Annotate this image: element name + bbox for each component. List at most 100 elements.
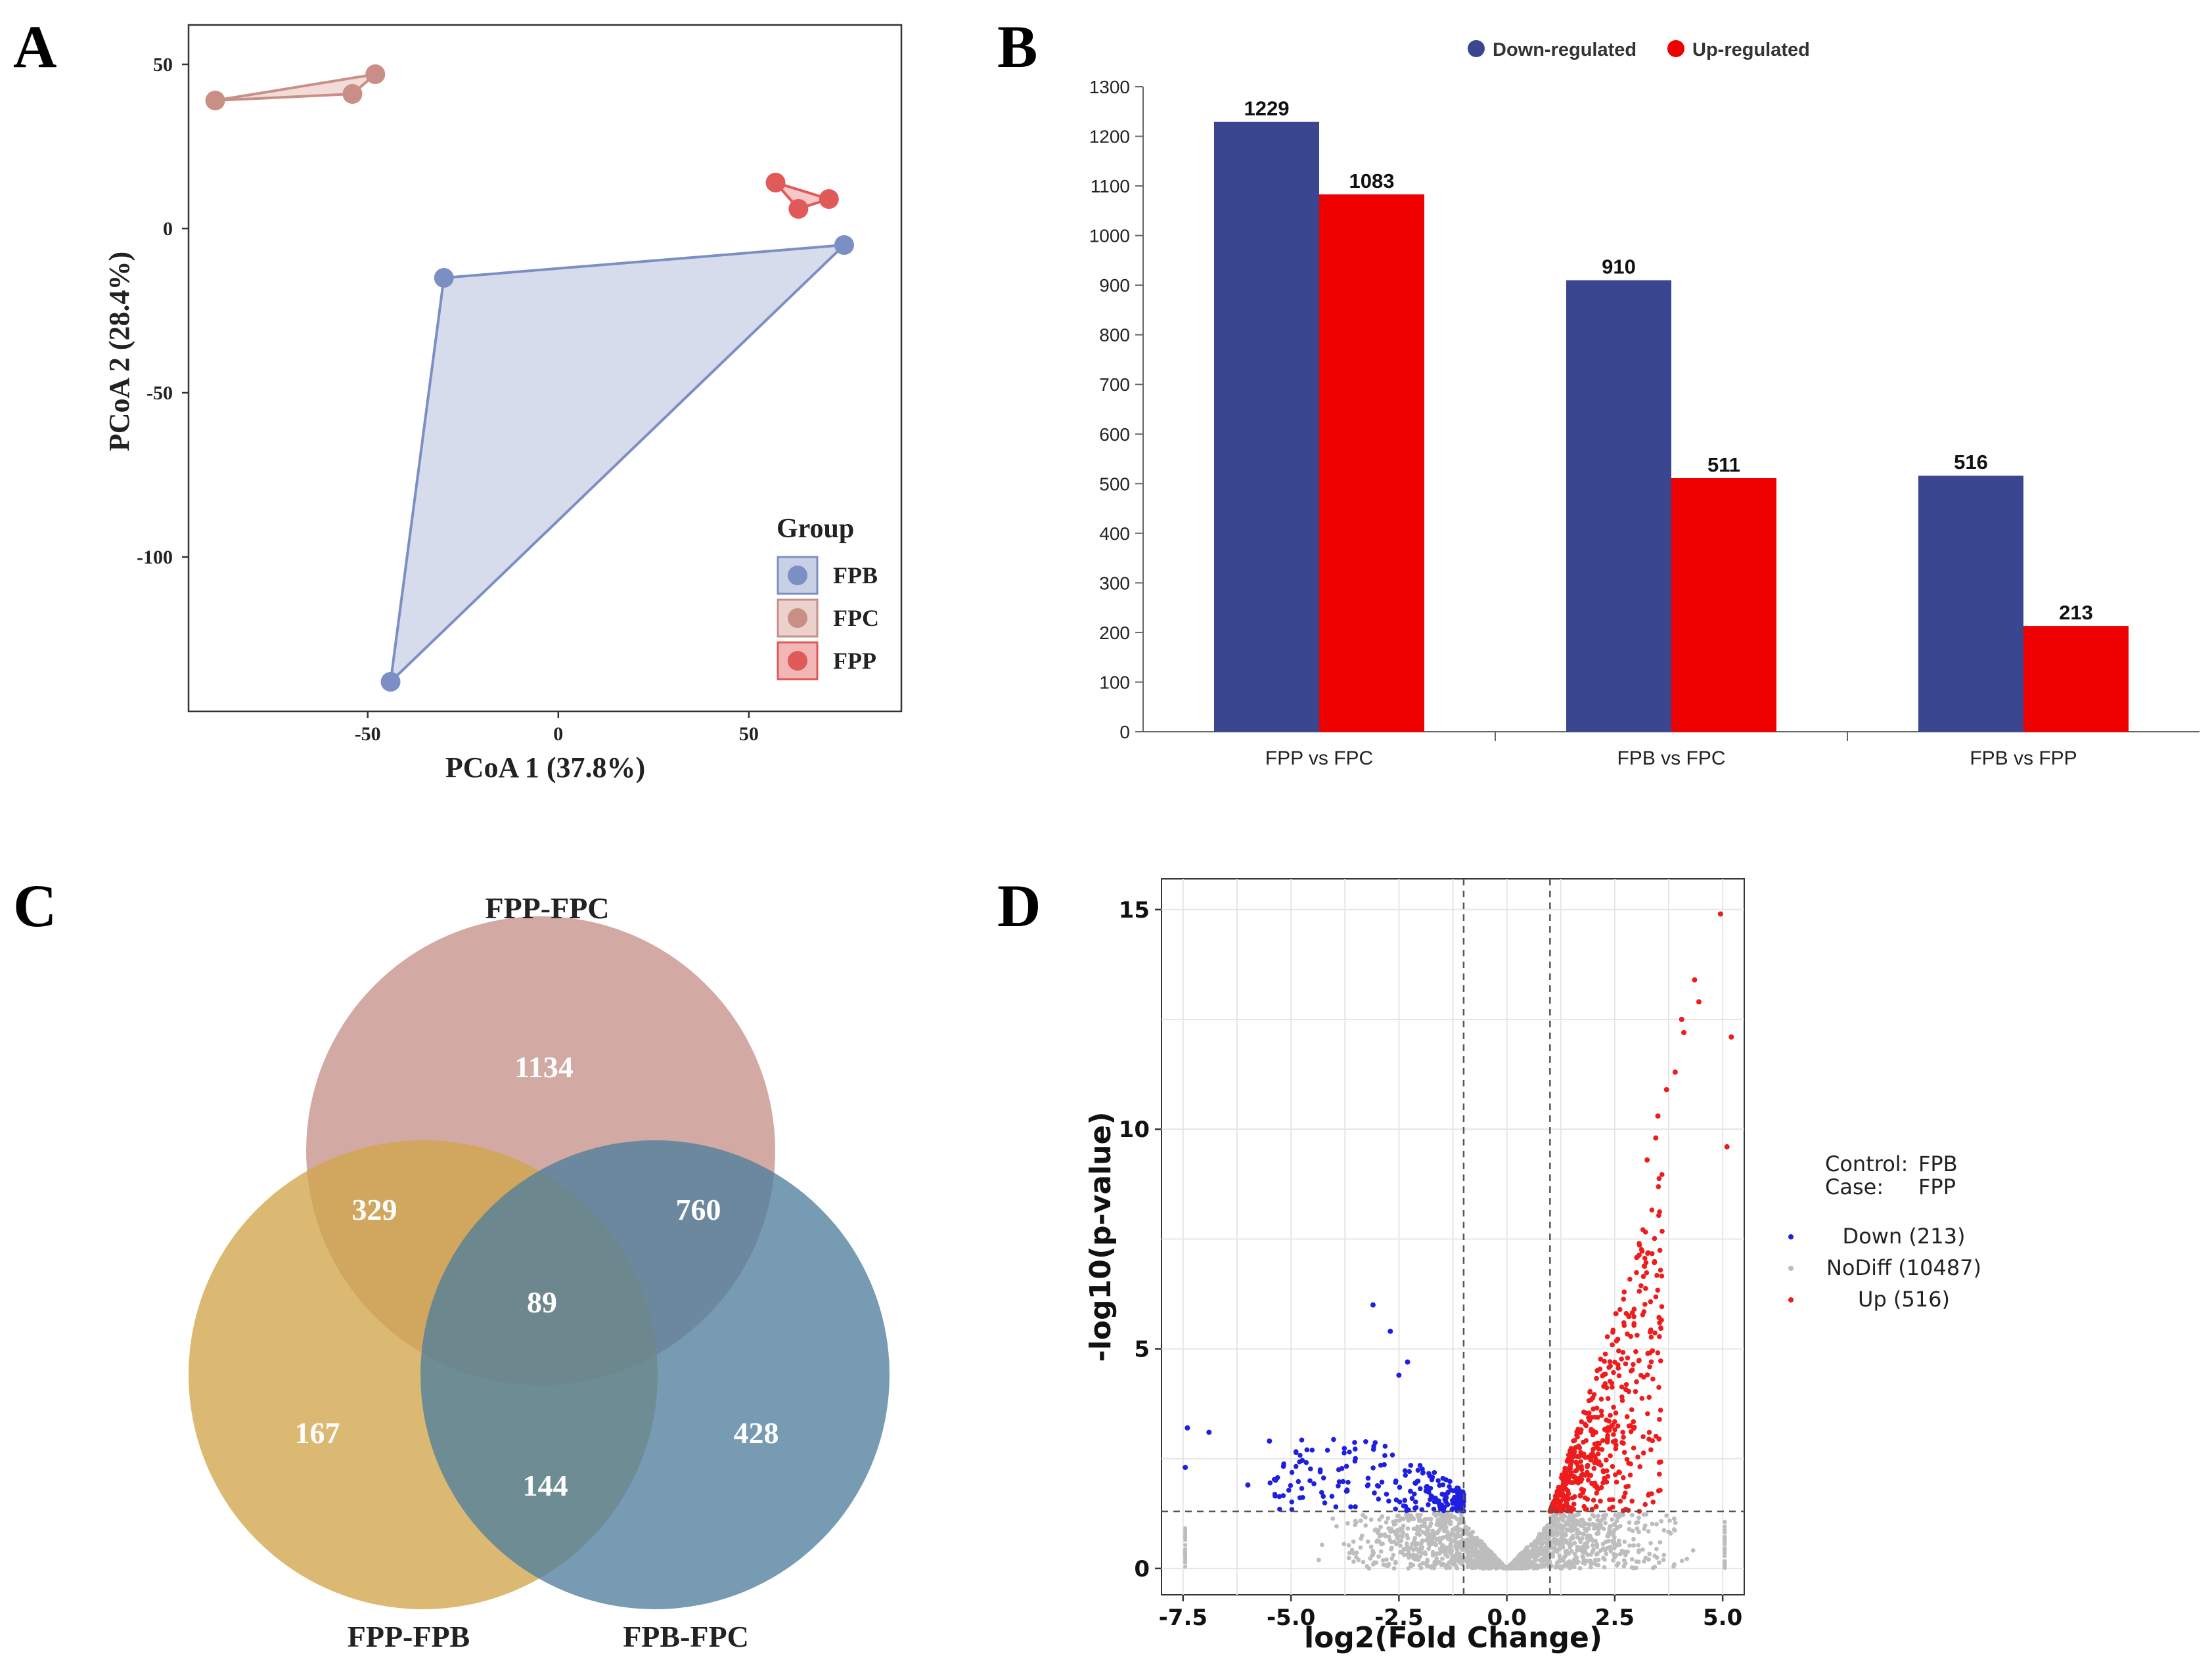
volcano-point-up xyxy=(1574,1433,1579,1438)
volcano-point-up xyxy=(1645,1350,1650,1356)
volcano-point-nodiff xyxy=(1391,1566,1397,1571)
pcoa-hull-fpb xyxy=(388,243,848,686)
volcano-point-nodiff xyxy=(1432,1563,1437,1568)
volcano-point-nodiff xyxy=(1453,1534,1458,1539)
volcano-point-down xyxy=(1372,1440,1378,1446)
volcano-point-up xyxy=(1617,1498,1623,1504)
volcano-point-up xyxy=(1656,1184,1661,1190)
volcano-point-nodiff xyxy=(1598,1525,1603,1529)
volcano-point-up xyxy=(1650,1499,1656,1505)
volcano-point-nodiff xyxy=(1539,1534,1544,1540)
volcano-point-nodiff xyxy=(1545,1563,1549,1567)
volcano-point-down xyxy=(1388,1328,1393,1334)
volcano-point-nodiff xyxy=(1723,1528,1727,1532)
volcano-point-up xyxy=(1655,1350,1661,1356)
volcano-point-up xyxy=(1658,1267,1663,1273)
volcano-point-down xyxy=(1272,1492,1278,1497)
volcano-point-up xyxy=(1599,1413,1604,1418)
volcano-point-nodiff xyxy=(1395,1536,1400,1541)
volcano-point-nodiff xyxy=(1430,1553,1435,1558)
volcano-point-up xyxy=(1610,1439,1616,1444)
volcano-point-up xyxy=(1625,1355,1631,1361)
volcano-x-tick-label: 5.0 xyxy=(1703,1605,1742,1631)
volcano-point-up xyxy=(1650,1376,1656,1382)
deg-bar-down-regulated xyxy=(1566,280,1671,732)
volcano-point-down xyxy=(1352,1440,1357,1445)
volcano-point-down xyxy=(1365,1475,1371,1481)
pcoa-y-tick-label: -50 xyxy=(147,382,173,404)
volcano-point-nodiff xyxy=(1445,1554,1450,1559)
volcano-point-nodiff xyxy=(1643,1555,1648,1561)
volcano-point-nodiff xyxy=(1563,1533,1568,1538)
volcano-point-up xyxy=(1628,1461,1633,1467)
panel-b-label: B xyxy=(997,13,1037,80)
volcano-point-up xyxy=(1609,1381,1615,1386)
volcano-point-down xyxy=(1289,1469,1295,1475)
volcano-point-nodiff xyxy=(1617,1511,1621,1517)
volcano-point-nodiff xyxy=(1426,1546,1431,1551)
volcano-point-up xyxy=(1591,1498,1596,1503)
volcano-point-up xyxy=(1640,1434,1646,1440)
volcano-point-down xyxy=(1276,1494,1282,1500)
volcano-point-nodiff xyxy=(1428,1564,1433,1569)
volcano-point-down xyxy=(1277,1506,1282,1512)
volcano-point-down xyxy=(1407,1469,1412,1475)
volcano-point-down xyxy=(1329,1494,1335,1499)
volcano-point-nodiff xyxy=(1529,1542,1535,1547)
volcano-point-nodiff xyxy=(1376,1539,1382,1544)
volcano-point-nodiff xyxy=(1457,1551,1462,1556)
volcano-point-nodiff xyxy=(1378,1525,1383,1530)
volcano-point-nodiff xyxy=(1577,1519,1583,1524)
volcano-point-nodiff xyxy=(1345,1521,1350,1526)
volcano-legend-label-nodiff-10487: NoDiff (10487) xyxy=(1826,1255,1981,1280)
volcano-point-up xyxy=(1646,1429,1652,1435)
volcano-point-up xyxy=(1586,1398,1592,1404)
volcano-point-nodiff xyxy=(1451,1538,1456,1544)
volcano-point-down xyxy=(1311,1481,1317,1486)
volcano-point-nodiff xyxy=(1520,1565,1525,1570)
volcano-point-nodiff xyxy=(1373,1527,1378,1532)
volcano-point-nodiff xyxy=(1723,1519,1727,1524)
volcano-point-up xyxy=(1568,1448,1573,1454)
volcano-point-nodiff xyxy=(1427,1542,1432,1548)
pcoa-y-axis-label: PCoA 2 (28.4%) xyxy=(103,252,135,451)
volcano-point-up xyxy=(1604,1385,1610,1391)
volcano-point-nodiff xyxy=(1589,1565,1593,1570)
volcano-point-nodiff xyxy=(1535,1535,1541,1540)
volcano-point-nodiff xyxy=(1349,1548,1355,1553)
volcano-point-down xyxy=(1389,1452,1395,1458)
panel-b-bar-chart: B Down-regulated Up-regulated 0 100 200 300 4… xyxy=(997,13,2200,769)
volcano-point-nodiff xyxy=(1537,1558,1543,1563)
volcano-point-nodiff xyxy=(1450,1554,1455,1559)
volcano-point-down xyxy=(1331,1437,1336,1442)
volcano-point-nodiff xyxy=(1435,1551,1441,1556)
volcano-point-up xyxy=(1656,1471,1662,1477)
volcano-point-up xyxy=(1583,1506,1588,1512)
volcano-point-nodiff xyxy=(1642,1559,1646,1564)
volcano-point-nodiff xyxy=(1389,1546,1394,1550)
volcano-point-up xyxy=(1585,1496,1591,1502)
volcano-point-up xyxy=(1590,1432,1596,1438)
volcano-point-nodiff xyxy=(1441,1517,1447,1522)
volcano-point-up xyxy=(1564,1468,1569,1474)
volcano-point-nodiff xyxy=(1673,1521,1678,1525)
volcano-point-nodiff xyxy=(1606,1538,1611,1544)
volcano-point-nodiff xyxy=(1536,1553,1541,1558)
volcano-point-up xyxy=(1613,1472,1618,1478)
volcano-point-up xyxy=(1577,1430,1583,1435)
pcoa-point-fpb xyxy=(434,268,454,288)
volcano-point-nodiff xyxy=(1408,1517,1413,1522)
volcano-point-up xyxy=(1653,1135,1659,1141)
volcano-point-nodiff xyxy=(1520,1550,1525,1555)
volcano-point-nodiff xyxy=(1636,1515,1641,1521)
venn-count-fpc-bfc-overlap: 760 xyxy=(676,1193,721,1226)
volcano-point-down xyxy=(1317,1467,1323,1473)
volcano-point-nodiff xyxy=(1591,1514,1596,1519)
volcano-point-nodiff xyxy=(1619,1548,1625,1553)
volcano-point-nodiff xyxy=(1542,1553,1547,1559)
volcano-point-nodiff xyxy=(1537,1548,1542,1553)
deg-bar-y-tick-label: 600 xyxy=(1099,424,1130,445)
volcano-point-up xyxy=(1623,1490,1628,1496)
volcano-point-nodiff xyxy=(1598,1548,1603,1553)
volcano-point-up xyxy=(1577,1445,1583,1451)
